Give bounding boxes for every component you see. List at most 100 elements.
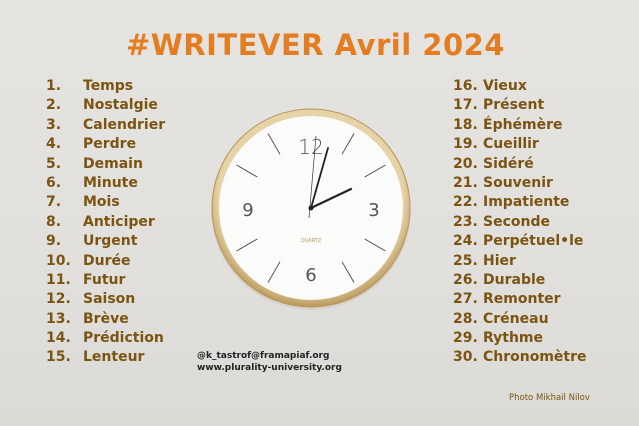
item-word: Durée <box>83 252 131 269</box>
item-word: Futur <box>83 271 126 288</box>
item-number: 1. <box>46 78 62 94</box>
item-number: 24. <box>453 233 478 250</box>
item-number: 5. <box>46 155 62 172</box>
item-number: 11. <box>46 271 71 288</box>
hour-tick <box>267 261 281 283</box>
item-number: 3. <box>46 116 62 133</box>
prompt-list-left: 1. Temps 2. Nostalgie 3. Calendrier 4. Perdre 5.… <box>46 77 165 368</box>
list-item: 22. Impatiente <box>453 193 587 212</box>
list-item: 29. Rythme <box>453 329 587 348</box>
item-number: 30. <box>453 349 478 366</box>
list-item: 27. Remonter <box>453 290 587 309</box>
item-number: 27. <box>453 291 478 308</box>
item-number: 14. <box>46 330 71 347</box>
hour-tick <box>341 261 355 283</box>
item-number: 8. <box>46 213 62 230</box>
hour-hand <box>309 187 353 210</box>
clock-brand: QUARTZ <box>301 238 322 244</box>
prompt-list-right: 16. Vieux 17. Présent 18. Éphémère 19. Cueillir… <box>453 77 587 368</box>
list-item: 21. Souvenir <box>453 174 587 193</box>
item-number: 7. <box>46 194 62 211</box>
photo-credit: Photo Mikhail Nilov <box>509 393 590 403</box>
list-item: 7. Mois <box>46 193 165 212</box>
item-number: 20. <box>453 155 478 172</box>
list-item: 30. Chronomètre <box>453 348 587 367</box>
item-number: 10. <box>46 252 71 269</box>
list-item: 4. Perdre <box>46 135 165 154</box>
item-number: 9. <box>46 233 62 250</box>
item-number: 19. <box>453 136 478 153</box>
item-word: Remonter <box>483 291 561 308</box>
item-word: Perdre <box>83 136 137 153</box>
item-word: Calendrier <box>83 116 166 133</box>
item-word: Hier <box>483 252 516 269</box>
list-item: 15. Lenteur <box>46 348 165 367</box>
numeral-6: 6 <box>305 265 316 286</box>
item-number: 6. <box>46 174 62 191</box>
item-number: 23. <box>453 213 478 230</box>
list-item: 23. Seconde <box>453 213 587 232</box>
contact-website: www.plurality-university.org <box>197 363 342 373</box>
item-word: Temps <box>83 78 134 94</box>
item-number: 4. <box>46 136 62 153</box>
item-word: Éphémère <box>483 116 563 133</box>
item-word: Impatiente <box>483 194 570 211</box>
item-word: Perpétuel•le <box>483 233 584 250</box>
item-word: Urgent <box>83 233 138 250</box>
hour-tick <box>364 238 386 252</box>
contact-info: @k_tastrof@framapiaf.org www.plurality-u… <box>197 350 342 374</box>
item-word: Souvenir <box>483 174 553 191</box>
item-word: Anticiper <box>83 213 155 230</box>
item-number: 17. <box>453 97 478 114</box>
list-item: 11. Futur <box>46 271 165 290</box>
numeral-12: 12 <box>298 135 323 159</box>
poster-title: #WRITEVER Avril 2024 <box>0 28 639 62</box>
item-word: Sidéré <box>483 155 534 172</box>
item-word: Cueillir <box>483 136 539 153</box>
item-word: Chronomètre <box>483 349 587 366</box>
item-number: 13. <box>46 310 71 327</box>
second-hand <box>308 135 317 219</box>
item-number: 25. <box>453 252 478 269</box>
list-item: 16. Vieux <box>453 77 587 96</box>
item-word: Brève <box>83 310 129 327</box>
list-item: 18. Éphémère <box>453 116 587 135</box>
poster-title-text: #WRITEVER Avril 2024 <box>126 28 505 62</box>
item-word: Vieux <box>483 78 527 94</box>
list-item: 5. Demain <box>46 155 165 174</box>
item-number: 21. <box>453 174 478 191</box>
list-item: 20. Sidéré <box>453 155 587 174</box>
item-word: Lenteur <box>83 349 145 366</box>
hour-tick <box>364 164 386 178</box>
item-number: 18. <box>453 116 478 133</box>
item-word: Minute <box>83 174 138 191</box>
item-word: Nostalgie <box>83 97 158 114</box>
item-number: 16. <box>453 78 478 94</box>
item-number: 29. <box>453 330 478 347</box>
item-word: Durable <box>483 271 546 288</box>
list-item: 24. Perpétuel•le <box>453 232 587 251</box>
hour-tick <box>267 133 281 155</box>
numeral-3: 3 <box>368 200 379 221</box>
list-item: 17. Présent <box>453 96 587 115</box>
hour-tick <box>236 164 258 178</box>
item-word: Rythme <box>483 330 544 347</box>
list-item: 12. Saison <box>46 290 165 309</box>
list-item: 9. Urgent <box>46 232 165 251</box>
list-item: 2. Nostalgie <box>46 96 165 115</box>
minute-hand <box>310 147 329 209</box>
hour-tick <box>341 133 355 155</box>
item-word: Demain <box>83 155 143 172</box>
item-word: Prédiction <box>83 330 164 347</box>
list-item: 3. Calendrier <box>46 116 165 135</box>
list-item: 26. Durable <box>453 271 587 290</box>
list-item: 19. Cueillir <box>453 135 587 154</box>
item-number: 2. <box>46 97 62 114</box>
list-item: 28. Créneau <box>453 310 587 329</box>
item-number: 15. <box>46 349 71 366</box>
contact-email: @k_tastrof@framapiaf.org <box>197 351 330 361</box>
hour-tick <box>236 238 258 252</box>
list-item: 14. Prédiction <box>46 329 165 348</box>
list-item: 8. Anticiper <box>46 213 165 232</box>
item-word: Mois <box>83 194 120 211</box>
